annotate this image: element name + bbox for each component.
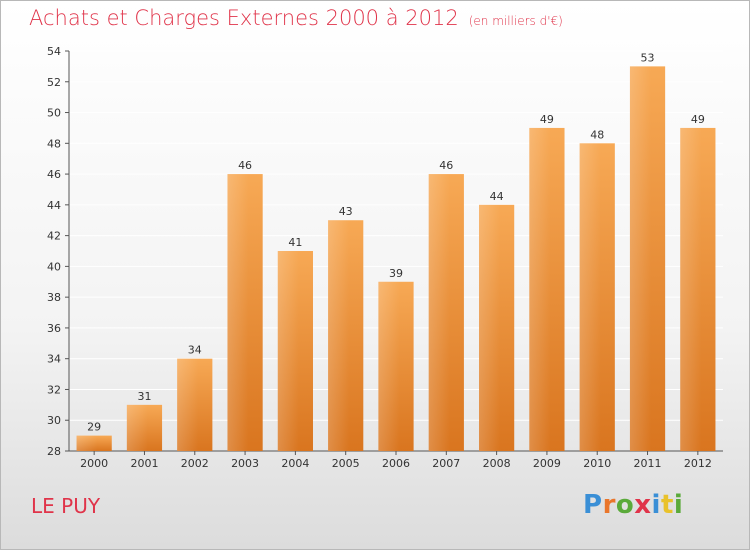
data-label: 46 [238, 159, 252, 172]
x-tick-label: 2004 [281, 457, 309, 470]
x-tick-label: 2008 [483, 457, 511, 470]
place-name: LE PUY [31, 494, 101, 518]
data-label: 49 [691, 113, 705, 126]
y-tick-label: 54 [47, 45, 61, 58]
data-label: 31 [137, 390, 151, 403]
data-label: 43 [339, 205, 353, 218]
bar-highlight [177, 358, 213, 451]
logo-letter: o [615, 490, 635, 520]
y-tick-label: 42 [47, 230, 61, 243]
x-tick-label: 2002 [181, 457, 209, 470]
y-tick-label: 38 [47, 291, 61, 304]
bar-highlight [479, 204, 515, 451]
data-label: 34 [188, 344, 202, 357]
bar-highlight [579, 143, 615, 452]
logo-letter: t [660, 490, 674, 520]
logo-letter: P [583, 490, 603, 520]
logo-letter: r [602, 490, 616, 520]
x-tick-label: 2009 [533, 457, 561, 470]
y-tick-label: 48 [47, 137, 61, 150]
x-tick-label: 2005 [332, 457, 360, 470]
x-tick-label: 2010 [583, 457, 611, 470]
logo-letter: x [634, 490, 652, 520]
chart-unit: (en milliers d'€) [468, 14, 563, 28]
x-tick-label: 2006 [382, 457, 410, 470]
bar-highlight [76, 435, 112, 451]
y-tick-label: 30 [47, 414, 61, 427]
x-tick-label: 2001 [130, 457, 158, 470]
y-tick-label: 46 [47, 168, 61, 181]
y-tick-label: 50 [47, 107, 61, 120]
data-label: 39 [389, 267, 403, 280]
bar-highlight [328, 220, 364, 451]
logo-letter: i [673, 490, 684, 520]
y-tick-label: 44 [47, 199, 61, 212]
bar-highlight [378, 281, 414, 451]
data-label: 41 [288, 236, 302, 249]
y-tick-label: 40 [47, 260, 61, 273]
bar-highlight [227, 174, 263, 452]
data-label: 29 [87, 421, 101, 434]
y-tick-label: 36 [47, 322, 61, 335]
bar-highlight [680, 127, 716, 451]
proxiti-logo[interactable]: Proxiti [583, 490, 683, 520]
bars [76, 66, 716, 452]
x-tick-label: 2007 [432, 457, 460, 470]
bar-highlight [629, 66, 666, 451]
bar-highlight [529, 127, 565, 451]
chart-title: Achats et Charges Externes 2000 à 2012 (e… [29, 6, 563, 30]
x-tick-label: 2000 [80, 457, 108, 470]
y-tick-label: 52 [47, 76, 61, 89]
labels: 29 2000 31 2001 34 2002 46 2003 41 2004 43 2005 39 20… [80, 51, 712, 470]
logo-text: Proxiti [583, 490, 683, 520]
data-label: 49 [540, 113, 554, 126]
data-label: 46 [439, 159, 453, 172]
chart-title-text: Achats et Charges Externes 2000 à 2012 [29, 6, 459, 30]
data-label: 48 [590, 128, 604, 141]
x-tick-label: 2012 [684, 457, 712, 470]
data-label: 44 [490, 190, 504, 203]
bar-highlight [428, 174, 464, 452]
y-tick-label: 32 [47, 383, 61, 396]
y-tick-label: 28 [47, 445, 61, 458]
x-tick-label: 2003 [231, 457, 259, 470]
y-tick-label: 34 [47, 353, 61, 366]
logo-letter: i [651, 490, 661, 520]
bar-highlight [126, 404, 163, 451]
data-label: 53 [641, 51, 655, 64]
x-tick-label: 2011 [634, 457, 662, 470]
bar-highlight [277, 251, 313, 451]
